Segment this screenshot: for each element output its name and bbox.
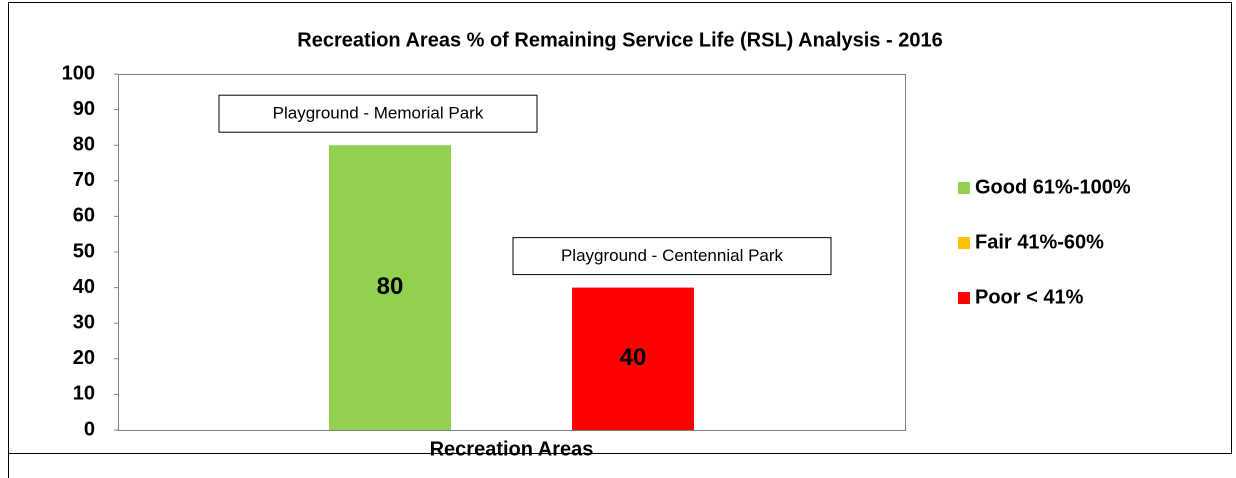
- y-tick-label: 80: [73, 133, 95, 155]
- y-tick-label: 50: [73, 240, 95, 262]
- x-axis-label: Recreation Areas: [430, 438, 594, 460]
- legend-swatch: [958, 237, 970, 249]
- chart-title: Recreation Areas % of Remaining Service …: [297, 29, 942, 51]
- value-label: 40: [620, 344, 647, 371]
- y-tick-label: 100: [62, 62, 95, 84]
- y-tick-label: 30: [73, 311, 95, 333]
- annotation-box: [512, 237, 832, 276]
- plot-area: [118, 74, 906, 431]
- annotation: Playground - Centennial Park: [561, 246, 784, 265]
- y-tick-label: 60: [73, 205, 95, 227]
- annotation-box: [218, 94, 538, 133]
- legend-label: Poor < 41%: [975, 286, 1084, 308]
- bar: [329, 145, 451, 430]
- bar: [572, 287, 694, 430]
- legend-label: Fair 41%-60%: [975, 231, 1104, 253]
- y-tick-label: 0: [84, 418, 95, 440]
- annotation: Playground - Memorial Park: [273, 104, 484, 123]
- y-tick-label: 20: [73, 347, 95, 369]
- legend-swatch: [958, 292, 970, 304]
- y-tick-label: 70: [73, 169, 95, 191]
- y-tick-label: 40: [73, 276, 95, 298]
- y-tick-label: 90: [73, 98, 95, 120]
- chart-frame: [8, 2, 1232, 454]
- value-label: 80: [377, 273, 404, 300]
- legend-label: Good 61%-100%: [975, 176, 1131, 198]
- legend-swatch: [958, 182, 970, 194]
- y-tick-label: 10: [73, 383, 95, 405]
